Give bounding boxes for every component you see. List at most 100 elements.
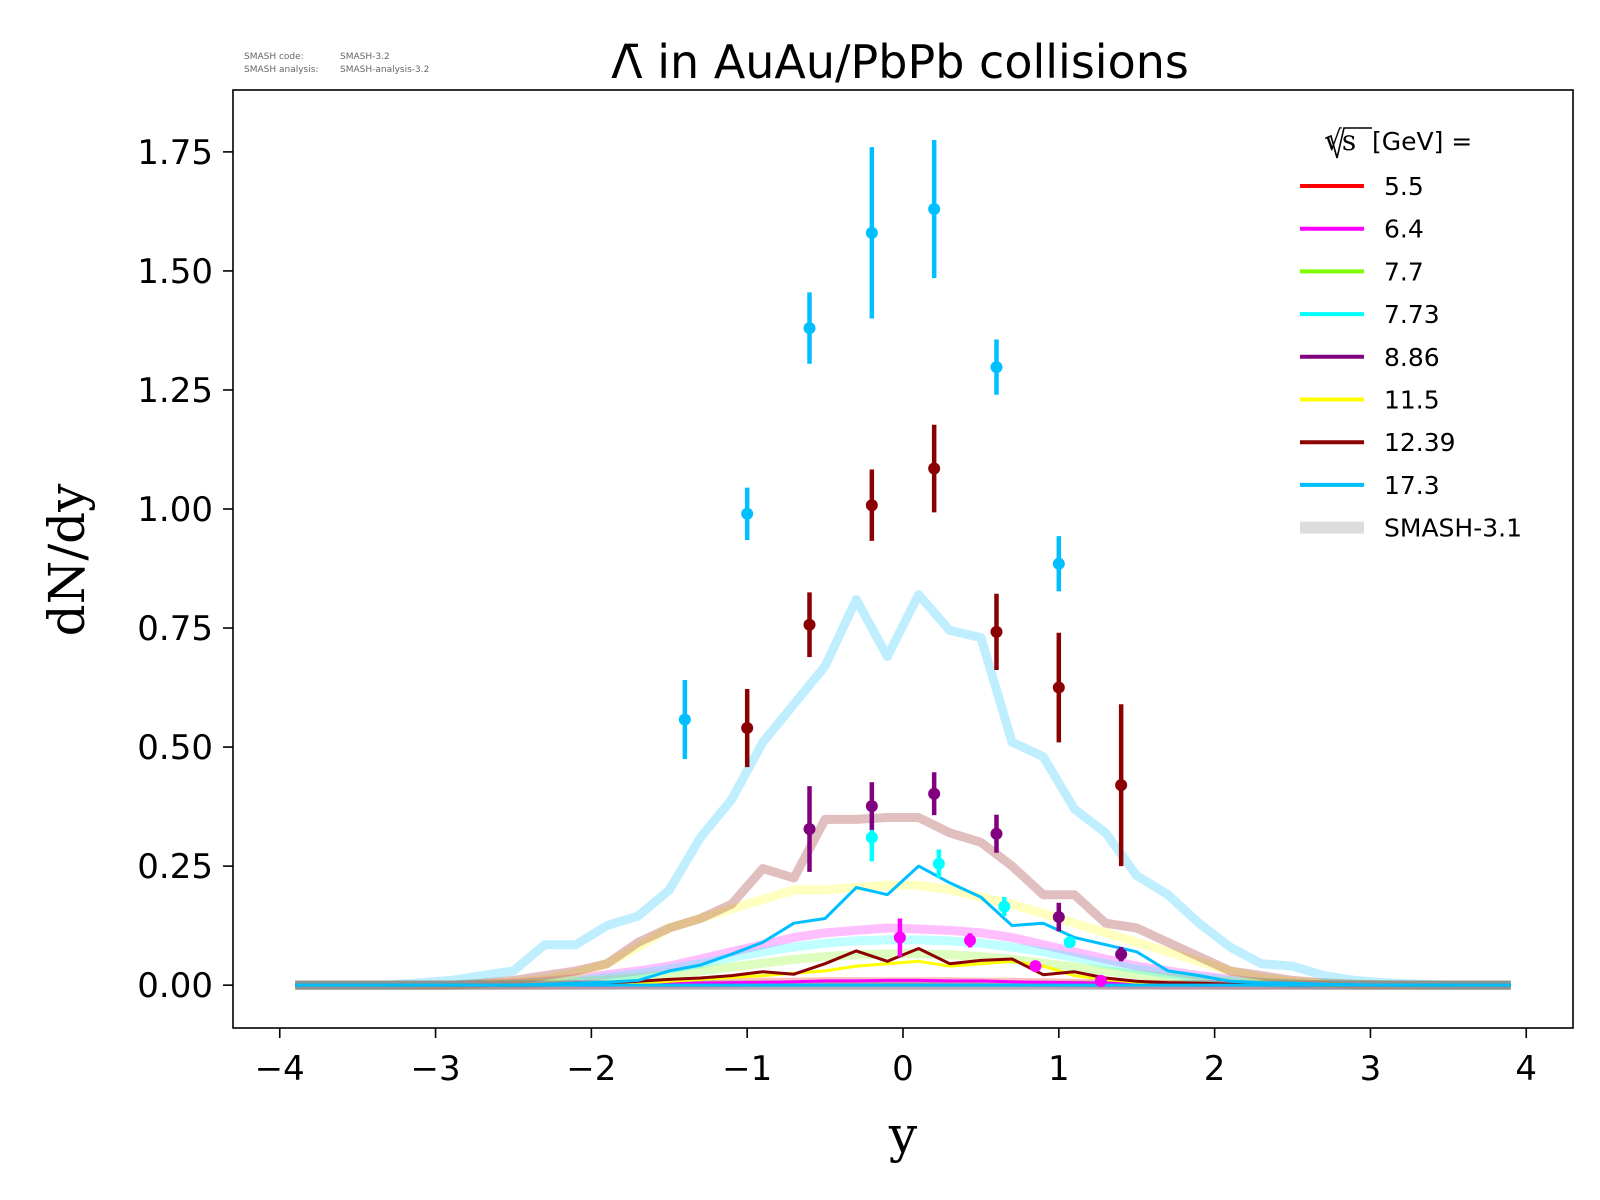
data-marker	[1029, 960, 1042, 973]
data-marker	[865, 226, 878, 239]
legend-title-root: √s	[1324, 124, 1356, 157]
data-point	[990, 339, 1003, 395]
data-point	[865, 147, 878, 319]
data-point	[741, 688, 754, 768]
data-point	[990, 814, 1003, 853]
data-point	[865, 469, 878, 541]
data-point	[928, 139, 941, 279]
y-tick-label: 0.75	[137, 609, 213, 649]
x-axis-label: y	[888, 1106, 918, 1164]
data-point	[1052, 632, 1065, 743]
y-tick-label: 0.00	[137, 966, 213, 1006]
data-point	[928, 772, 941, 816]
legend-title-rest: [GeV] =	[1372, 127, 1472, 156]
data-point	[990, 593, 1003, 670]
y-tick-label: 1.25	[137, 371, 213, 411]
chart-title: Λ̄ in AuAu/PbPb collisions	[611, 35, 1189, 89]
y-tick-label: 1.75	[137, 133, 213, 173]
data-marker	[1115, 948, 1128, 961]
x-axis: −4 −3 −2 −1 0 1 2 3 4	[255, 1028, 1537, 1089]
data-point	[1029, 960, 1042, 973]
legend-label: 6.4	[1384, 215, 1424, 244]
y-tick-label: 0.50	[137, 728, 213, 768]
data-marker	[928, 787, 941, 800]
data-point	[678, 679, 691, 759]
y-tick-label: 1.50	[137, 252, 213, 292]
data-point	[932, 849, 945, 879]
data-point	[964, 933, 976, 948]
data-marker	[928, 462, 941, 475]
x-tick-label: 4	[1515, 1049, 1537, 1089]
data-point	[928, 424, 941, 513]
x-tick-label: 3	[1360, 1049, 1382, 1089]
data-point	[1094, 974, 1107, 987]
legend-label: 12.39	[1384, 428, 1456, 457]
data-point	[1052, 902, 1065, 932]
data-point	[1115, 704, 1128, 867]
data-marker	[1063, 936, 1076, 949]
data-marker	[990, 361, 1003, 374]
data-marker	[893, 931, 906, 944]
x-tick-label: 2	[1204, 1049, 1226, 1089]
simulation-lines	[295, 864, 1511, 987]
legend-label: 8.86	[1384, 343, 1440, 372]
x-tick-label: 1	[1048, 1049, 1070, 1089]
y-axis-label: dN/dy	[38, 483, 96, 637]
data-marker	[1115, 779, 1128, 792]
legend-entry: 11.5	[1300, 386, 1440, 415]
legend-entry: 17.3	[1300, 471, 1440, 500]
model-curve-17-3	[295, 590, 1511, 990]
legend: √s [GeV] = 5.5 6.4 7.7 7.73 8.86 11.5 12.39 17.…	[1300, 124, 1522, 543]
data-marker	[865, 831, 878, 844]
legend-entries: 5.5 6.4 7.7 7.73 8.86 11.5 12.39 17.3 SMASH-3.1	[1300, 172, 1522, 543]
x-tick-label: −2	[566, 1049, 616, 1089]
x-tick-label: −3	[410, 1049, 460, 1089]
data-marker	[741, 507, 754, 520]
legend-label: SMASH-3.1	[1384, 514, 1522, 543]
data-marker	[803, 322, 816, 335]
data-marker	[1052, 557, 1065, 570]
data-marker	[803, 822, 816, 835]
legend-entry: 6.4	[1300, 215, 1424, 244]
data-marker	[741, 722, 754, 735]
data-marker	[865, 800, 878, 813]
x-tick-label: −1	[722, 1049, 772, 1089]
data-point	[998, 897, 1011, 917]
data-point	[1052, 536, 1065, 592]
y-tick-label: 0.25	[137, 847, 213, 887]
data-marker	[990, 827, 1003, 840]
plot-area	[295, 139, 1511, 990]
legend-entry: 12.39	[1300, 428, 1456, 457]
data-marker	[990, 625, 1003, 638]
data-point	[803, 786, 816, 872]
data-point	[893, 918, 906, 957]
data-point	[1115, 947, 1128, 962]
data-marker	[678, 713, 691, 726]
data-point	[1063, 936, 1076, 949]
data-marker	[932, 857, 945, 870]
legend-label: 17.3	[1384, 471, 1440, 500]
x-tick-label: 0	[892, 1049, 914, 1089]
data-marker	[865, 499, 878, 512]
legend-entry: 5.5	[1300, 172, 1424, 201]
smash-analysis-label: SMASH analysis:	[244, 65, 318, 75]
data-marker	[998, 900, 1011, 913]
legend-label: 5.5	[1384, 172, 1424, 201]
experimental-data	[678, 139, 1128, 987]
data-marker	[1052, 681, 1065, 694]
data-point	[741, 487, 754, 540]
legend-entry: 8.86	[1300, 343, 1440, 372]
legend-label: 11.5	[1384, 386, 1440, 415]
legend-label: 7.73	[1384, 300, 1440, 329]
data-marker	[803, 618, 816, 631]
sqrt-sign	[1325, 127, 1372, 159]
data-point	[865, 782, 878, 830]
smash-analysis-value: SMASH-analysis-3.2	[340, 65, 429, 75]
data-marker	[964, 934, 976, 947]
legend-label: 7.7	[1384, 257, 1424, 286]
smash-code-value: SMASH-3.2	[340, 52, 390, 62]
legend-entry: 7.7	[1300, 257, 1424, 286]
data-point	[803, 592, 816, 658]
